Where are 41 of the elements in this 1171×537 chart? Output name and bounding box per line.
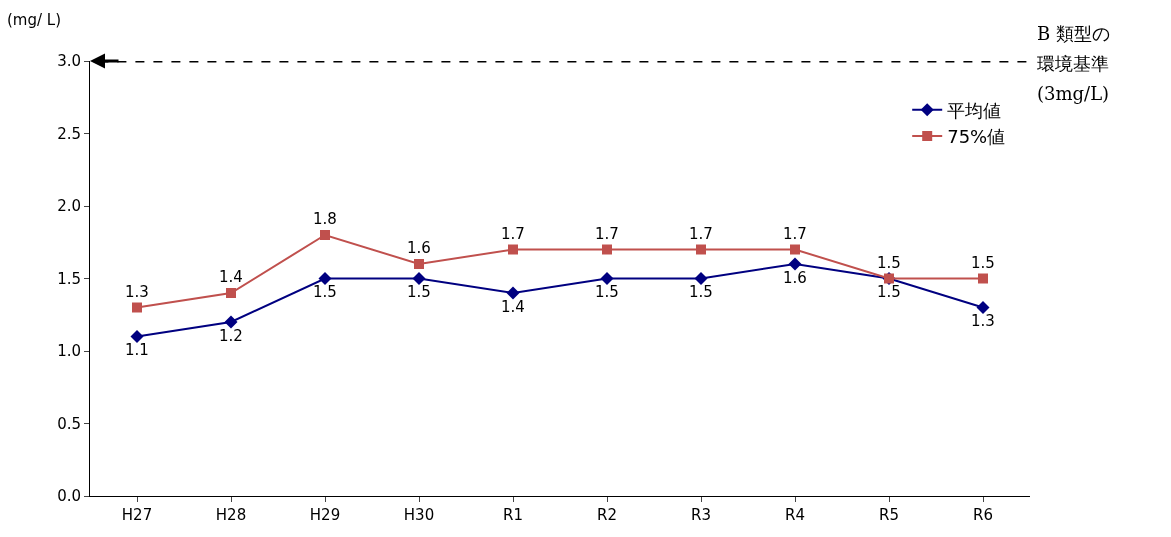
y-tick-label: 2.0 bbox=[57, 197, 81, 216]
data-label: 1.4 bbox=[501, 297, 525, 316]
legend-label: 75%値 bbox=[947, 126, 1006, 148]
legend-label: 平均値 bbox=[947, 99, 1002, 121]
y-tick-label: 2.5 bbox=[57, 124, 81, 143]
x-tick-label: H30 bbox=[403, 506, 435, 524]
x-tick-label: H28 bbox=[215, 506, 247, 524]
y-tick-label: 0.0 bbox=[57, 487, 81, 506]
x-tick-label: H29 bbox=[309, 506, 341, 524]
y-axis-title: (mg/ L) bbox=[7, 11, 62, 29]
data-label: 1.5 bbox=[971, 253, 995, 272]
data-label: 1.1 bbox=[125, 341, 149, 359]
data-label: 1.3 bbox=[125, 282, 149, 301]
x-tick-label: R1 bbox=[503, 506, 523, 524]
x-tick-label: R2 bbox=[597, 506, 617, 524]
data-label: 1.8 bbox=[313, 210, 337, 228]
data-label: 1.7 bbox=[689, 224, 713, 243]
data-label: 1.6 bbox=[407, 239, 431, 257]
data-label: 1.5 bbox=[313, 283, 337, 301]
x-tick-label: R3 bbox=[691, 506, 711, 524]
data-label: 1.3 bbox=[971, 312, 995, 330]
ref-line-label: B 類型の環境基準(3mg/L) bbox=[1037, 23, 1110, 104]
data-label: 1.5 bbox=[595, 283, 619, 301]
y-tick-label: 3.0 bbox=[57, 52, 81, 71]
y-tick-label: 1.5 bbox=[57, 269, 81, 288]
data-label: 1.2 bbox=[219, 326, 243, 345]
x-tick-label: R5 bbox=[879, 506, 899, 524]
data-label: 1.7 bbox=[783, 224, 807, 243]
data-label: 1.7 bbox=[501, 224, 525, 243]
data-label: 1.5 bbox=[877, 253, 901, 272]
data-label: 1.4 bbox=[219, 268, 243, 286]
x-tick-label: H27 bbox=[121, 506, 153, 524]
x-tick-label: R4 bbox=[785, 506, 805, 524]
x-tick-label: R6 bbox=[973, 506, 993, 524]
data-label: 1.6 bbox=[783, 268, 807, 287]
data-label: 1.5 bbox=[877, 283, 901, 301]
data-label: 1.5 bbox=[407, 283, 431, 301]
y-tick-label: 0.5 bbox=[57, 414, 81, 433]
data-label: 1.7 bbox=[595, 224, 619, 243]
y-tick-label: 1.0 bbox=[57, 342, 81, 361]
data-label: 1.5 bbox=[689, 283, 713, 301]
